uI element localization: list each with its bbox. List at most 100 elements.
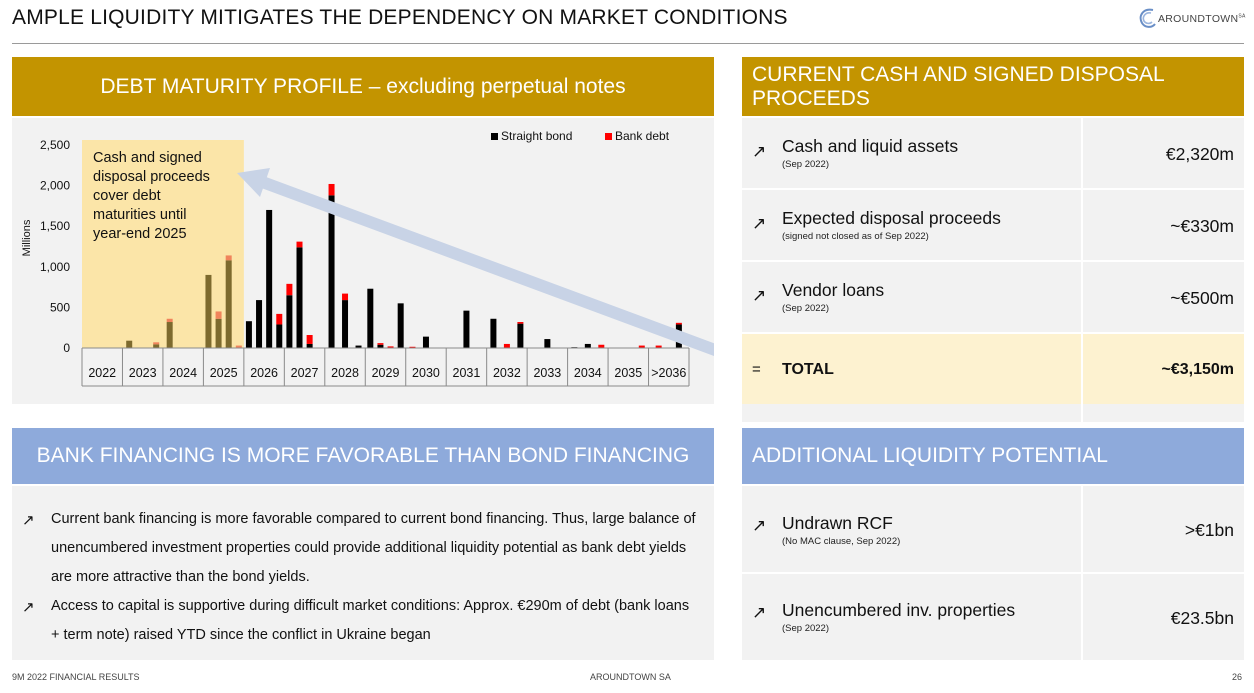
column-divider: [1081, 190, 1083, 260]
cash-section-title: CURRENT CASH AND SIGNED DISPOSAL PROCEED…: [752, 62, 1164, 110]
bar-bank-debt: [296, 241, 303, 248]
bar-bank-debt: [503, 343, 510, 348]
bar-bank-debt: [377, 343, 384, 345]
bullet-arrow-icon: ↗: [22, 599, 35, 616]
bullet-arrow-icon: ↗: [22, 512, 35, 529]
debt-maturity-chart-panel: Millions 0 500 1,000 1,500 2,000 2,500 2022 2023…: [12, 118, 714, 404]
cash-row-sub: (Sep 2022): [782, 159, 830, 170]
column-divider: [1081, 404, 1083, 422]
x-tick-label: 2033: [533, 366, 561, 380]
arrow-icon: ↗: [752, 142, 767, 161]
column-divider: [1081, 262, 1083, 332]
bank-section-title: BANK FINANCING IS MORE FAVORABLE THAN BO…: [36, 444, 690, 467]
bar-bank-debt: [306, 335, 313, 344]
bar-straight-bond: [517, 323, 524, 348]
cash-row-label: Vendor loans: [782, 280, 885, 300]
bar-straight-bond: [286, 295, 293, 348]
bar-bank-debt: [328, 183, 335, 196]
bar-straight-bond: [422, 336, 429, 348]
bar-bank-debt: [342, 293, 349, 301]
y-tick-label: 500: [50, 300, 70, 314]
bar-straight-bond: [342, 300, 349, 348]
x-tick-label: 2030: [412, 366, 440, 380]
column-divider: [1081, 486, 1083, 572]
callout-text: maturities until: [93, 207, 186, 223]
arrow-icon: ↗: [752, 214, 767, 233]
page-title: AMPLE LIQUIDITY MITIGATES THE DEPENDENCY…: [12, 6, 788, 29]
total-label: TOTAL: [782, 361, 834, 378]
company-logo: AROUNDTOWNSA: [1138, 6, 1248, 32]
bar-straight-bond: [397, 303, 404, 348]
x-tick-label: 2034: [574, 366, 602, 380]
bar-straight-bond: [490, 318, 497, 348]
liquidity-row-sub: (Sep 2022): [782, 623, 830, 634]
bar-straight-bond: [328, 195, 335, 348]
logo-text: AROUNDTOWNSA: [1158, 13, 1246, 25]
cash-row-total: = TOTAL ~€3,150m: [742, 334, 1244, 404]
bar-straight-bond: [205, 274, 212, 348]
column-divider: [1081, 574, 1083, 660]
bar-straight-bond: [215, 318, 222, 348]
bar-straight-bond: [306, 343, 313, 348]
y-tick-label: 2,500: [40, 138, 70, 152]
pointer-arrow-head: [237, 168, 270, 197]
y-axis-label: Millions: [21, 219, 33, 256]
cash-row-sub: (Sep 2022): [782, 303, 830, 314]
cash-row-disposal: ↗ Expected disposal proceeds (signed not…: [742, 190, 1244, 260]
cash-table-spacer: [742, 404, 1244, 422]
bar-straight-bond: [463, 310, 470, 348]
cash-row-value: ~€330m: [1170, 216, 1234, 236]
column-divider: [1081, 334, 1083, 404]
arrow-icon: ↗: [752, 286, 767, 305]
arrow-icon: ↗: [752, 516, 767, 535]
bar-bank-debt: [276, 313, 283, 325]
bar-bank-debt: [409, 346, 416, 348]
liquidity-row-sub: (No MAC clause, Sep 2022): [782, 536, 901, 547]
bar-straight-bond: [296, 247, 303, 348]
bar-straight-bond: [225, 260, 232, 348]
bar-straight-bond: [266, 209, 273, 348]
liquidity-section-header: ADDITIONAL LIQUIDITY POTENTIAL: [742, 428, 1244, 484]
callout-text: cover debt: [93, 188, 161, 204]
bar-straight-bond: [126, 340, 133, 348]
total-value: ~€3,150m: [1161, 361, 1234, 378]
bar-straight-bond: [245, 321, 252, 348]
liquidity-row-value: >€1bn: [1184, 520, 1234, 540]
x-tick-label: >2036: [651, 366, 686, 380]
cash-row-vendor-loans: ↗ Vendor loans (Sep 2022) ~€500m: [742, 262, 1244, 332]
cash-row-sub: (signed not closed as of Sep 2022): [782, 231, 929, 242]
x-tick-label: 2035: [614, 366, 642, 380]
bar-straight-bond: [166, 322, 173, 348]
liquidity-section-title: ADDITIONAL LIQUIDITY POTENTIAL: [752, 444, 1108, 467]
bar-bank-debt: [166, 318, 173, 323]
bar-bank-debt: [153, 342, 160, 345]
x-tick-label: 2024: [169, 366, 197, 380]
cash-row-cash: ↗ Cash and liquid assets (Sep 2022) €2,3…: [742, 118, 1244, 188]
bar-bank-debt: [675, 322, 682, 325]
bar-bank-debt: [517, 322, 524, 324]
legend-swatch: [491, 133, 498, 140]
bar-straight-bond: [276, 324, 283, 348]
y-tick-label: 1,500: [40, 219, 70, 233]
x-tick-label: 2023: [129, 366, 157, 380]
pointer-arrow-shaft: [254, 174, 714, 357]
bar-bank-debt: [235, 345, 242, 348]
cash-row-value: ~€500m: [1170, 288, 1234, 308]
footer-center: AROUNDTOWN SA: [590, 672, 671, 682]
bar-straight-bond: [584, 343, 591, 348]
liquidity-row-label: Unencumbered inv. properties: [782, 600, 1016, 620]
bar-straight-bond: [377, 344, 384, 348]
bar-bank-debt: [387, 346, 394, 348]
equals-symbol: =: [752, 361, 761, 378]
bar-bank-debt: [655, 345, 662, 348]
x-tick-label: 2025: [210, 366, 238, 380]
cash-row-value: €2,320m: [1165, 144, 1234, 164]
bar-straight-bond: [256, 300, 263, 348]
legend-label: Bank debt: [615, 129, 670, 143]
liquidity-row-unencumbered: ↗ Unencumbered inv. properties (Sep 2022…: [742, 574, 1244, 660]
logo-swirl-icon: [1139, 8, 1156, 28]
callout-text: Cash and signed: [93, 150, 202, 166]
bar-straight-bond: [544, 339, 551, 348]
bar-bank-debt: [598, 344, 605, 348]
x-tick-label: 2032: [493, 366, 521, 380]
